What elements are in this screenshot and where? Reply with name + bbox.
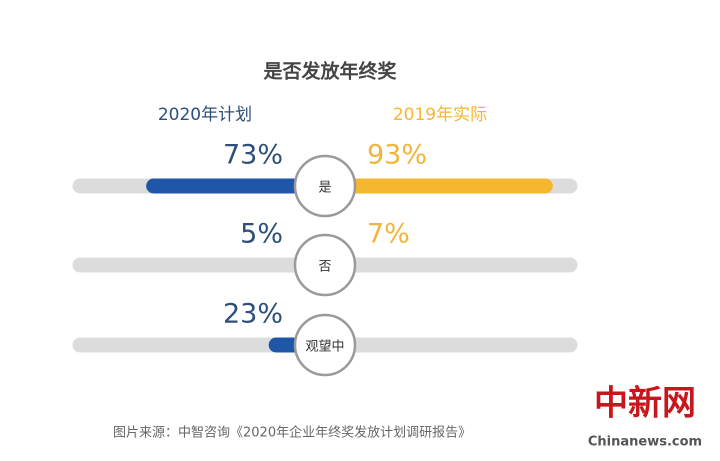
category-label: 否 — [318, 260, 331, 275]
legend-label: 2020年计划 — [158, 105, 252, 125]
bar — [325, 178, 553, 194]
category-label: 是 — [318, 181, 331, 196]
category-label: 观望中 — [305, 339, 344, 355]
source: 图片来源：中智咨询《2020年企业年终奖发放计划调研报告》 — [113, 425, 471, 441]
bar — [146, 178, 325, 194]
value-label: 7% — [367, 219, 410, 250]
center-circle — [293, 313, 357, 377]
center-circle — [293, 154, 357, 218]
value-label: 93% — [367, 140, 427, 171]
value-label: 23% — [223, 299, 283, 330]
legend-label: 2019年实际 — [393, 105, 487, 125]
value-label: 5% — [240, 219, 283, 250]
watermark: 中新网 — [594, 384, 696, 424]
center-circle — [293, 233, 357, 297]
watermark-site: Chinanews.com — [588, 435, 702, 450]
chart-title: 是否发放年终奖 — [263, 60, 397, 83]
value-label: 73% — [223, 140, 283, 171]
